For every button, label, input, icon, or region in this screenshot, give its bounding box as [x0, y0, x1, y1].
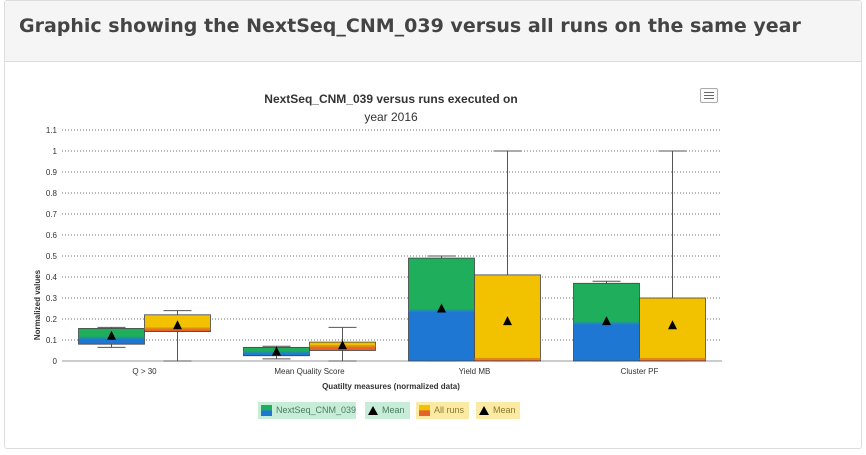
- y-axis-title: Normalized values: [33, 269, 42, 340]
- mean-marker: [503, 316, 512, 326]
- legend-label: Mean: [382, 405, 405, 415]
- menu-icon-line: [704, 92, 714, 93]
- mean-marker: [602, 316, 611, 326]
- menu-icon-line: [704, 95, 714, 96]
- box-lower: [573, 322, 640, 362]
- box-1-0: [144, 310, 211, 362]
- y-tick-label: 1.1: [46, 126, 58, 135]
- y-tick-label: 1: [53, 147, 58, 156]
- chart-title: NextSeq_CNM_039 versus runs executed on: [264, 92, 517, 106]
- x-tick-label: Cluster PF: [621, 367, 659, 376]
- chart-menu-button[interactable]: [700, 88, 718, 103]
- mean-marker: [437, 303, 446, 313]
- x-axis-title: Quatilty measures (normalized data): [322, 382, 460, 391]
- box-1-2: [474, 150, 541, 362]
- page-title: Graphic showing the NextSeq_CNM_039 vers…: [19, 15, 801, 37]
- legend-label: NextSeq_CNM_039: [276, 405, 357, 415]
- x-tick-label: Mean Quality Score: [274, 367, 345, 376]
- y-tick-label: 0.8: [46, 189, 58, 198]
- box-upper: [408, 257, 475, 312]
- x-tick-label: Q > 30: [132, 367, 157, 376]
- y-tick-label: 0.2: [46, 315, 58, 324]
- chart-legend: NextSeq_CNM_039 Mean All runs Mean: [0, 402, 866, 422]
- mean-marker: [338, 340, 347, 350]
- x-tick-label: Yield MB: [459, 367, 491, 376]
- legend-item[interactable]: NextSeq_CNM_039: [258, 402, 356, 419]
- y-tick-label: 0: [53, 357, 58, 366]
- y-tick-label: 0.5: [46, 252, 58, 261]
- chart-panel: Graphic showing the NextSeq_CNM_039 vers…: [4, 0, 862, 449]
- y-tick-label: 0.4: [46, 273, 58, 282]
- legend-label: All runs: [434, 405, 465, 415]
- mean-marker: [668, 320, 677, 330]
- legend-item[interactable]: All runs: [416, 402, 469, 419]
- legend-label: Mean: [493, 405, 516, 415]
- legend-item[interactable]: Mean: [476, 402, 520, 419]
- chart-container: NextSeq_CNM_039 versus runs executed on …: [0, 60, 866, 400]
- y-tick-label: 0.3: [46, 294, 58, 303]
- mean-marker: [272, 346, 281, 356]
- legend-box-icon: [261, 405, 272, 417]
- panel-heading: Graphic showing the NextSeq_CNM_039 vers…: [5, 1, 861, 62]
- mean-marker: [107, 330, 116, 340]
- chart-subtitle: year 2016: [364, 110, 418, 124]
- legend-triangle-icon: [368, 406, 378, 416]
- mean-marker: [173, 320, 182, 330]
- y-tick-label: 0.9: [46, 168, 58, 177]
- legend-box-icon: [419, 405, 430, 417]
- y-tick-label: 0.6: [46, 231, 58, 240]
- boxplot-chart: NextSeq_CNM_039 versus runs executed on …: [33, 92, 722, 391]
- y-tick-label: 0.7: [46, 210, 58, 219]
- legend-item[interactable]: Mean: [365, 402, 410, 419]
- menu-icon-line: [704, 98, 714, 99]
- legend-triangle-icon: [479, 406, 489, 416]
- y-tick-label: 0.1: [46, 336, 58, 345]
- box-lower: [408, 310, 475, 362]
